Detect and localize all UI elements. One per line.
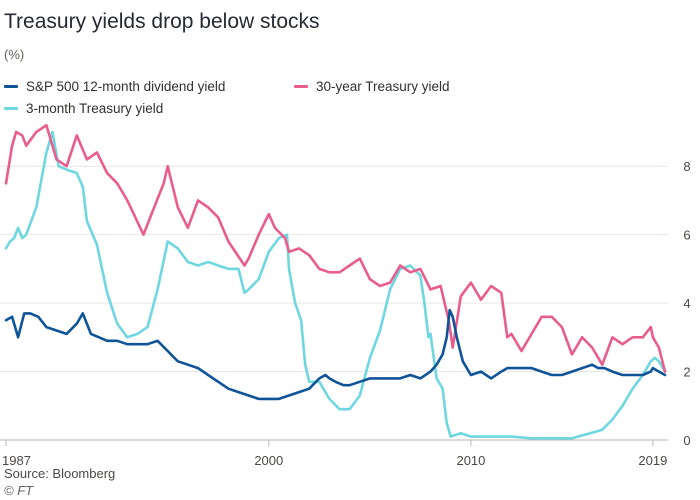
- legend-item-dividend-yield: S&P 500 12-month dividend yield: [4, 79, 225, 94]
- x-tick-label: 1987: [2, 453, 31, 468]
- 30-year-treasury-line: [4, 123, 667, 373]
- y-tick-label: 2: [683, 365, 690, 380]
- legend-swatch-30-year-treasury: [294, 85, 308, 88]
- legend-swatch-3-month-treasury: [4, 107, 18, 110]
- y-tick-label: 8: [683, 159, 690, 174]
- legend-label-3-month-treasury: 3-month Treasury yield: [26, 101, 164, 116]
- y-tick-label: 6: [683, 228, 690, 243]
- x-tick-label: 2000: [254, 453, 283, 468]
- legend-label-30-year-treasury: 30-year Treasury yield: [316, 79, 450, 94]
- legend-item-3-month-treasury: 3-month Treasury yield: [4, 101, 163, 116]
- dividend-yield-line: [4, 308, 667, 401]
- x-tick-label: 2019: [638, 453, 667, 468]
- chart-title: Treasury yields drop below stocks: [4, 10, 320, 33]
- legend-item-30-year-treasury: 30-year Treasury yield: [294, 79, 450, 94]
- ft-credit: © FT: [4, 483, 34, 498]
- y-tick-label: 0: [683, 433, 690, 448]
- legend-swatch-dividend-yield: [4, 85, 18, 88]
- 3-month-treasury-line: [4, 130, 667, 440]
- y-tick-label: 4: [683, 296, 690, 311]
- x-tick-label: 2010: [456, 453, 485, 468]
- source-note: Source: Bloomberg: [4, 466, 116, 481]
- legend-label-dividend-yield: S&P 500 12-month dividend yield: [26, 79, 226, 94]
- y-axis-unit: (%): [4, 47, 25, 62]
